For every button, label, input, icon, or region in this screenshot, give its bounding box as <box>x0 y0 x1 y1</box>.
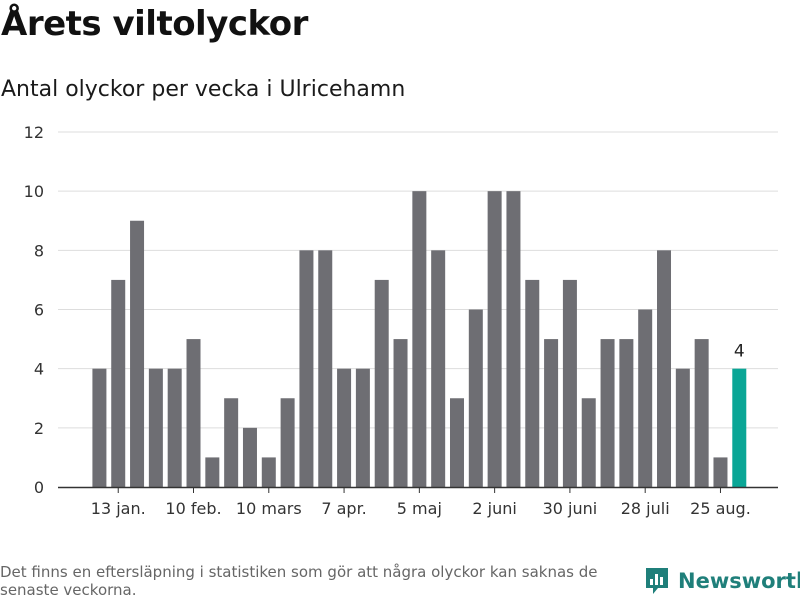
bar <box>186 339 201 487</box>
bar-chart-logo-icon <box>646 568 668 594</box>
bar <box>280 398 295 487</box>
bar <box>732 368 747 487</box>
bar <box>431 250 446 487</box>
bar <box>638 309 653 487</box>
bar <box>205 457 220 487</box>
bar <box>506 191 521 487</box>
y-tick-label: 8 <box>34 241 44 260</box>
x-tick-label: 13 jan. <box>91 499 146 518</box>
y-tick-label: 10 <box>24 182 44 201</box>
bar <box>694 339 709 487</box>
bar <box>242 427 257 487</box>
bar-chart: 0 2 4 6 8 10 12 4 13 jan. 10 feb. 10 mars 7 apr. 5 m… <box>24 123 778 518</box>
x-tick-label: 10 feb. <box>165 499 221 518</box>
footnote: Det finns en eftersläpning i statistiken… <box>0 563 598 599</box>
bar <box>261 457 276 487</box>
bar <box>92 368 107 487</box>
chart-subtitle: Antal olyckor per vecka i Ulricehamn <box>1 77 406 102</box>
x-tick-label: 28 juli <box>621 499 670 518</box>
bar <box>449 398 464 487</box>
bar <box>299 250 314 487</box>
bar <box>318 250 333 487</box>
bar <box>468 309 483 487</box>
y-tick-label: 6 <box>34 301 44 320</box>
bar <box>167 368 182 487</box>
bar <box>544 339 559 487</box>
bar <box>148 368 163 487</box>
bar <box>581 398 596 487</box>
x-tick-label: 25 aug. <box>690 499 751 518</box>
brand-name: Newsworthy <box>678 569 800 593</box>
brand-logo[interactable]: Newsworthy <box>644 566 800 596</box>
bar <box>111 279 126 487</box>
bar <box>657 250 672 487</box>
x-tick-label: 2 juni <box>472 499 516 518</box>
y-tick-label: 0 <box>34 478 44 497</box>
bar <box>487 191 502 487</box>
bar <box>130 220 145 487</box>
bar <box>562 279 577 487</box>
bar <box>224 398 239 487</box>
x-tick-label: 5 maj <box>397 499 442 518</box>
bar <box>619 339 634 487</box>
y-tick-label: 4 <box>34 360 44 379</box>
bar <box>675 368 690 487</box>
y-tick-label: 12 <box>24 123 44 142</box>
y-tick-label: 2 <box>34 419 44 438</box>
bar <box>412 191 427 487</box>
x-tick-label: 10 mars <box>236 499 302 518</box>
x-tick-label: 7 apr. <box>321 499 366 518</box>
chart-title: Årets viltolyckor <box>1 4 308 44</box>
x-tick-label: 30 juni <box>543 499 598 518</box>
bar <box>374 279 389 487</box>
data-label: 4 <box>734 342 745 362</box>
bar <box>355 368 370 487</box>
bar <box>337 368 352 487</box>
bar <box>600 339 615 487</box>
bar <box>525 279 540 487</box>
bar <box>713 457 728 487</box>
bar <box>393 339 408 487</box>
